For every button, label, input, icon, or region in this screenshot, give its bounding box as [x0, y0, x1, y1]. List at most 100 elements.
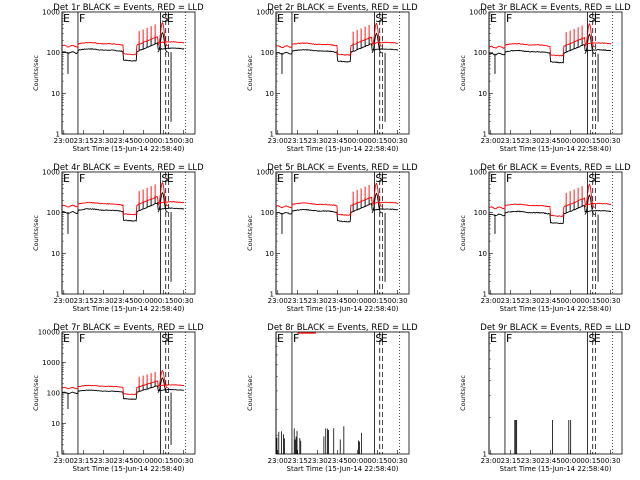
marker-label-s: S	[588, 12, 595, 25]
chart-panel-8: Det 8r BLACK = Events, RED = LLD Counts/s…	[246, 323, 418, 473]
marker-label-e: E	[167, 172, 174, 185]
x-tick-label: 00:30	[600, 297, 620, 305]
x-axis-label: Start Time (15-Jun-14 22:58:40)	[73, 305, 185, 313]
chart-panel-1: Det 1r BLACK = Events, RED = LLD Counts/s…	[32, 3, 204, 153]
y-tick-label: 100	[474, 49, 487, 57]
y-tick-label: 1	[483, 451, 487, 459]
x-tick-label: 23:15	[288, 137, 308, 145]
x-tick-label: 00:30	[387, 297, 407, 305]
x-tick-label: 00:30	[173, 137, 193, 145]
marker-label-e: E	[277, 172, 284, 185]
chart-title: Det 7r BLACK = Events, RED = LLD	[53, 323, 204, 333]
y-tick-label: 100	[261, 49, 274, 57]
y-tick-label: 10	[51, 250, 60, 258]
data-layer	[276, 332, 362, 454]
series-line-events	[276, 43, 399, 63]
x-tick-label: 23:45	[114, 297, 134, 305]
y-axis-label: Counts/sec	[246, 375, 254, 411]
data-layer	[489, 183, 612, 282]
marker-label-e: E	[277, 332, 284, 345]
x-tick-label: 23:45	[541, 297, 561, 305]
x-tick-label: 00:30	[600, 457, 620, 465]
series-peak	[157, 369, 168, 389]
x-tick-label: 00:30	[173, 457, 193, 465]
y-tick-label: 10	[51, 90, 60, 98]
marker-label-e: E	[381, 332, 388, 345]
x-tick-label: 23:00	[268, 297, 288, 305]
y-tick-label: 1	[56, 291, 60, 299]
x-tick-label: 00:15	[153, 297, 173, 305]
y-tick-label: 100	[47, 209, 60, 217]
x-axis-label: Start Time (15-Jun-14 22:58:40)	[287, 305, 399, 313]
marker-label-f: F	[506, 332, 512, 345]
y-tick-label: 1	[56, 131, 60, 139]
x-tick-label: 23:45	[328, 457, 348, 465]
marker-label-f: F	[293, 172, 299, 185]
chart-title: Det 5r BLACK = Events, RED = LLD	[267, 163, 418, 173]
y-axis-label: Counts/sec	[459, 55, 467, 91]
marker-label-f: F	[79, 332, 85, 345]
x-tick-label: 00:15	[367, 457, 387, 465]
x-tick-label: 23:00	[54, 297, 74, 305]
series-peak	[371, 182, 382, 207]
x-tick-label: 23:00	[54, 137, 74, 145]
chart-title: Det 1r BLACK = Events, RED = LLD	[53, 3, 204, 13]
series-line-lld	[62, 36, 185, 56]
y-tick-label: 10	[478, 90, 487, 98]
chart-title: Det 4r BLACK = Events, RED = LLD	[53, 163, 204, 173]
marker-label-e: E	[63, 332, 70, 345]
x-tick-label: 23:15	[501, 297, 521, 305]
marker-label-e: E	[594, 172, 601, 185]
marker-label-s: S	[161, 172, 168, 185]
chart-title: Det 2r BLACK = Events, RED = LLD	[267, 3, 418, 13]
y-axis-label: Counts/sec	[32, 375, 40, 411]
x-axis-label: Start Time (15-Jun-14 22:58:40)	[73, 465, 185, 473]
series-line-lld	[489, 197, 612, 218]
series-line-events	[62, 201, 185, 222]
x-tick-label: 00:00	[347, 297, 367, 305]
y-axis-label: Counts/sec	[459, 215, 467, 251]
data-layer	[62, 182, 185, 282]
x-tick-label: 00:00	[560, 137, 580, 145]
series-line-events	[276, 202, 399, 223]
x-tick-label: 00:00	[133, 137, 153, 145]
y-tick-label: 100	[261, 209, 274, 217]
series-peak	[584, 183, 595, 208]
y-tick-label: 1000	[469, 169, 487, 177]
y-tick-label: 1	[270, 291, 274, 299]
chart-title: Det 3r BLACK = Events, RED = LLD	[480, 3, 631, 13]
x-tick-label: 00:15	[580, 457, 600, 465]
y-axis-label: Counts/sec	[246, 55, 254, 91]
chart-panel-7: Det 7r BLACK = Events, RED = LLD Counts/s…	[32, 323, 204, 473]
x-tick-label: 23:15	[288, 457, 308, 465]
series-line-events	[489, 44, 612, 64]
series-line-lld	[62, 196, 185, 216]
marker-label-s: S	[375, 332, 382, 345]
series-line-events	[62, 41, 185, 62]
y-axis-label: Counts/sec	[32, 215, 40, 251]
y-tick-label: 1000	[42, 359, 60, 367]
y-tick-label: 1000	[42, 9, 60, 17]
x-tick-label: 00:00	[347, 457, 367, 465]
x-tick-label: 00:30	[173, 297, 193, 305]
y-tick-label: 10	[265, 90, 274, 98]
x-tick-label: 00:00	[560, 457, 580, 465]
marker-label-s: S	[375, 172, 382, 185]
series-peak	[584, 194, 595, 215]
y-axis-label: Counts/sec	[32, 55, 40, 91]
x-axis-label: Start Time (15-Jun-14 22:58:40)	[500, 145, 612, 153]
x-tick-label: 23:00	[481, 457, 501, 465]
y-tick-label: 10	[265, 250, 274, 258]
y-tick-label: 10000	[38, 329, 60, 337]
marker-label-e: E	[381, 12, 388, 25]
marker-label-e: E	[277, 12, 284, 25]
marker-label-s: S	[161, 332, 168, 345]
x-tick-label: 00:15	[153, 137, 173, 145]
data-layer	[62, 369, 185, 445]
y-tick-label: 1000	[42, 169, 60, 177]
marker-label-e: E	[594, 332, 601, 345]
y-tick-label: 100	[47, 390, 60, 398]
x-tick-label: 00:00	[133, 457, 153, 465]
x-tick-label: 23:45	[541, 137, 561, 145]
